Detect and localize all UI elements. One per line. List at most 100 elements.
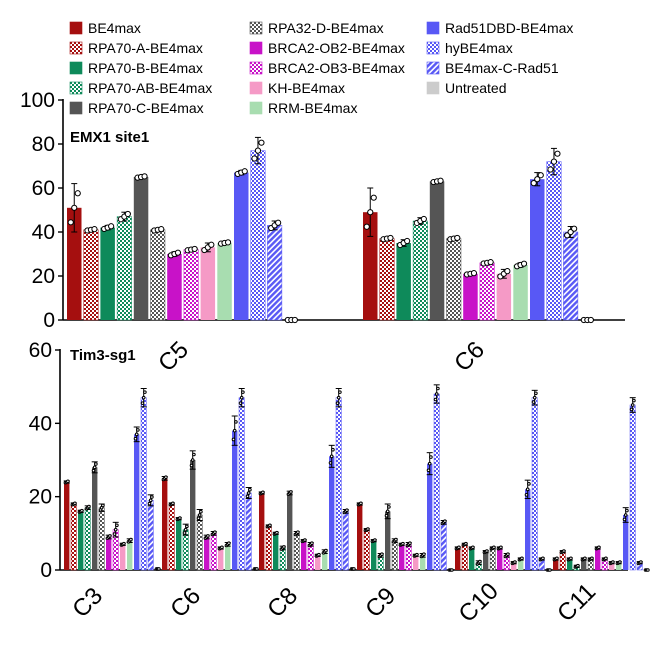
legend-entry: BE4max-C-Rad51 (426, 60, 559, 76)
replicate-point (513, 560, 517, 564)
replicate-point (143, 390, 147, 394)
replicate-point (571, 225, 578, 232)
bar (455, 548, 461, 570)
bar (496, 273, 512, 320)
replicate-point (618, 560, 622, 564)
replicate-point (241, 390, 245, 394)
replicate-point (336, 395, 341, 400)
replicate-point (541, 556, 545, 561)
bar (218, 548, 224, 570)
replicate-point (129, 537, 133, 542)
bar (83, 229, 99, 321)
replicate-point (87, 504, 91, 509)
bar (301, 540, 307, 570)
legend-swatch (69, 101, 83, 115)
replicate-point (562, 549, 566, 553)
bar (427, 463, 433, 570)
replicate-point (338, 390, 342, 394)
replicate-point (331, 447, 335, 452)
replicate-point (133, 436, 138, 441)
replicate-point (437, 177, 444, 184)
replicate-point (576, 563, 580, 568)
bar (363, 529, 370, 571)
replicate-point (434, 392, 439, 396)
bar (176, 518, 182, 570)
replicate-point (108, 534, 112, 538)
legend-entry: BRCA2-OB3-BE4max (249, 60, 405, 76)
bar (342, 511, 349, 571)
bar (513, 265, 528, 320)
bar (279, 547, 286, 571)
bar (399, 544, 405, 570)
replicate-point (401, 541, 405, 546)
replicate-point (329, 454, 334, 459)
bar (167, 254, 182, 320)
replicate-point (370, 194, 377, 201)
y-tick-label: 100 (20, 89, 55, 112)
bar (200, 247, 216, 320)
bar (133, 177, 149, 320)
bar (293, 533, 300, 571)
replicate-point (206, 534, 210, 538)
bar (531, 397, 538, 571)
bar (232, 430, 238, 570)
replicate-point (504, 268, 511, 275)
replicate-point (227, 541, 231, 546)
replicate-point (94, 462, 98, 466)
legend-label: RPA70-C-BE4max (88, 100, 204, 116)
x-tick-label: C11 (552, 578, 601, 627)
bar (182, 529, 189, 571)
bar (396, 243, 411, 320)
legend-swatch (69, 21, 83, 35)
replicate-point (213, 530, 217, 535)
bar (405, 544, 412, 571)
replicate-point (185, 524, 189, 529)
x-tick-label: C10 (454, 578, 504, 628)
replicate-point (122, 541, 126, 546)
replicate-point (182, 531, 187, 535)
replicate-point (317, 552, 321, 557)
replicate-point (530, 180, 537, 187)
bar (245, 492, 252, 571)
replicate-point (629, 407, 634, 412)
replicate-point (171, 501, 175, 506)
bar (609, 562, 615, 570)
y-tick-label: 0 (40, 559, 52, 582)
replicate-point (550, 158, 558, 165)
x-tick-label: C5 (153, 336, 194, 377)
bar (530, 179, 545, 320)
legend-label: RPA32-D-BE4max (268, 20, 384, 36)
legend-swatch (426, 61, 440, 75)
legend-entry: RPA70-A-BE4max (69, 40, 203, 56)
replicate-point (499, 545, 503, 550)
replicate-point (464, 541, 468, 546)
replicate-point (157, 567, 161, 571)
replicate-point (583, 556, 587, 561)
bar (329, 456, 335, 570)
x-tick-label: C6 (449, 336, 490, 377)
legend-entry: hyBE4max (426, 40, 513, 56)
legend-label: Untreated (445, 80, 506, 96)
bar (420, 555, 426, 570)
legend-swatch (426, 21, 440, 35)
replicate-point (164, 475, 168, 480)
replicate-point (74, 190, 81, 197)
bar (595, 548, 601, 570)
bar (546, 161, 562, 321)
replicate-point (520, 556, 524, 561)
replicate-point (420, 215, 427, 223)
replicate-point (646, 568, 650, 572)
replicate-point (569, 556, 573, 561)
legend-swatch (249, 81, 263, 95)
replicate-point (113, 527, 118, 532)
bar (616, 562, 622, 570)
bar (168, 503, 175, 571)
replicate-point (91, 226, 98, 233)
replicate-point (282, 545, 286, 549)
bar (238, 397, 245, 571)
replicate-point (555, 556, 559, 561)
replicate-point (92, 465, 97, 470)
replicate-point (506, 552, 510, 557)
replicate-point (532, 395, 537, 400)
replicate-point (359, 501, 363, 506)
